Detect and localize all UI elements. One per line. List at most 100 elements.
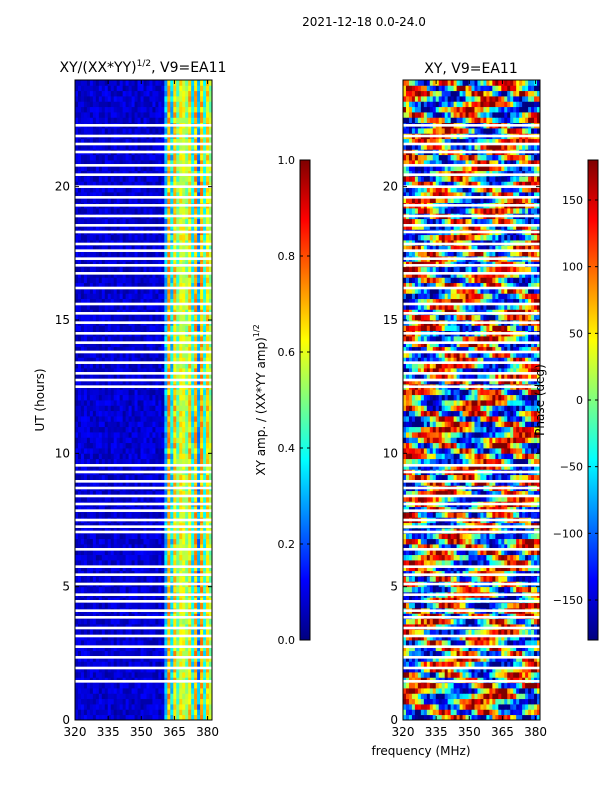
amplitude-heatmap-cell — [128, 144, 132, 150]
amplitude-heatmap-cell — [176, 272, 180, 278]
amplitude-heatmap-cell — [167, 416, 171, 422]
amplitude-heatmap-cell — [116, 661, 121, 668]
amplitude-heatmap-cell — [110, 458, 115, 465]
amplitude-heatmap-cell — [134, 645, 138, 652]
amplitude-heatmap-cell — [77, 634, 82, 641]
amplitude-heatmap-cell — [95, 448, 100, 454]
amplitude-heatmap-cell — [119, 474, 124, 481]
amplitude-heatmap-cell — [104, 714, 109, 720]
amplitude-heatmap-cell — [170, 560, 174, 566]
amplitude-heatmap-cell — [173, 352, 177, 358]
amplitude-heatmap-cell — [75, 373, 79, 380]
amplitude-heatmap-cell — [203, 496, 207, 502]
amplitude-heatmap-cell — [203, 576, 207, 582]
amplitude-heatmap-cell — [113, 618, 118, 625]
amplitude-heatmap-cell — [75, 538, 79, 545]
amplitude-heatmap-cell — [161, 288, 165, 294]
amplitude-heatmap-cell — [125, 208, 130, 214]
amplitude-heatmap-cell — [75, 458, 79, 465]
amplitude-heatmap-cell — [182, 293, 186, 300]
amplitude-heatmap-cell — [194, 704, 198, 710]
amplitude-heatmap-cell — [188, 154, 192, 161]
amplitude-heatmap-cell — [119, 586, 124, 593]
amplitude-heatmap-cell — [152, 224, 156, 230]
amplitude-heatmap-cell — [98, 698, 103, 705]
amplitude-heatmap-cell — [191, 362, 195, 369]
amplitude-heatmap-cell — [86, 154, 91, 161]
amplitude-heatmap-cell — [161, 704, 165, 710]
amplitude-heatmap-cell — [188, 512, 192, 518]
amplitude-heatmap-cell — [143, 437, 147, 444]
amplitude-heatmap-cell — [89, 192, 94, 198]
amplitude-heatmap-cell — [101, 192, 106, 198]
amplitude-heatmap-cell — [77, 544, 82, 550]
amplitude-heatmap-cell — [179, 288, 183, 294]
amplitude-heatmap-cell — [140, 650, 144, 657]
amplitude-heatmap-cell — [170, 405, 174, 412]
amplitude-heatmap-cell — [182, 496, 186, 502]
amplitude-heatmap-cell — [155, 458, 159, 465]
amplitude-heatmap-cell — [185, 250, 189, 257]
amplitude-heatmap-cell — [101, 389, 106, 396]
amplitude-heatmap-cell — [131, 288, 135, 294]
amplitude-heatmap-cell — [101, 373, 106, 380]
amplitude-heatmap-cell — [152, 293, 156, 300]
amplitude-heatmap-cell — [158, 304, 162, 310]
amplitude-heatmap-cell — [185, 218, 189, 225]
amplitude-heatmap-cell — [158, 197, 162, 204]
amplitude-heatmap-cell — [146, 474, 150, 481]
amplitude-heatmap-cell — [122, 325, 127, 332]
amplitude-heatmap-cell — [113, 426, 118, 433]
amplitude-heatmap-cell — [167, 352, 171, 358]
amplitude-heatmap-cell — [173, 314, 177, 321]
amplitude-heatmap-cell — [119, 682, 124, 689]
amplitude-heatmap-cell — [86, 458, 91, 465]
amplitude-heatmap-cell — [75, 357, 79, 364]
amplitude-heatmap-cell — [191, 245, 195, 252]
amplitude-heatmap-cell — [75, 250, 79, 257]
amplitude-heatmap-cell — [149, 693, 153, 700]
amplitude-heatmap-cell — [149, 682, 153, 689]
amplitude-heatmap-cell — [119, 549, 124, 556]
amplitude-heatmap-cell — [176, 234, 180, 241]
amplitude-heatmap-cell — [119, 490, 124, 497]
amplitude-heatmap-cell — [110, 554, 115, 561]
amplitude-heatmap-cell — [176, 405, 180, 412]
amplitude-heatmap-cell — [107, 549, 112, 556]
amplitude-heatmap-cell — [104, 480, 109, 486]
amplitude-heatmap-cell — [167, 336, 171, 342]
amplitude-heatmap-cell — [75, 138, 79, 145]
amplitude-heatmap-cell — [197, 357, 201, 364]
amplitude-heatmap-cell — [116, 154, 121, 161]
amplitude-heatmap-cell — [200, 560, 204, 566]
amplitude-heatmap-cell — [191, 661, 195, 668]
amplitude-heatmap-cell — [104, 704, 109, 710]
amplitude-heatmap-cell — [86, 197, 91, 204]
amplitude-heatmap-cell — [194, 405, 198, 412]
amplitude-heatmap-cell — [75, 714, 79, 720]
amplitude-heatmap-cell — [92, 698, 97, 705]
amplitude-heatmap-cell — [83, 544, 88, 550]
amplitude-heatmap-cell — [104, 314, 109, 321]
amplitude-heatmap-cell — [209, 538, 212, 545]
amplitude-heatmap-cell — [149, 352, 153, 358]
amplitude-heatmap-cell — [131, 186, 135, 193]
amplitude-heatmap-cell — [116, 421, 121, 428]
amplitude-heatmap-cell — [119, 154, 124, 161]
amplitude-heatmap-cell — [128, 560, 132, 566]
amplitude-heatmap-cell — [95, 645, 100, 652]
amplitude-heatmap-cell — [185, 405, 189, 412]
amplitude-heatmap-cell — [107, 304, 112, 310]
amplitude-heatmap-cell — [86, 666, 91, 673]
amplitude-heatmap-cell — [77, 266, 82, 273]
amplitude-heatmap-cell — [92, 234, 97, 241]
amplitude-heatmap-cell — [113, 442, 118, 449]
amplitude-heatmap-cell — [101, 272, 106, 278]
amplitude-heatmap-cell — [197, 250, 201, 257]
amplitude-heatmap-cell — [185, 554, 189, 561]
amplitude-heatmap-cell — [203, 224, 207, 230]
amplitude-heatmap-cell — [197, 458, 201, 465]
amplitude-heatmap-cell — [116, 208, 121, 214]
amplitude-heatmap-cell — [116, 346, 121, 353]
amplitude-heatmap-cell — [98, 181, 103, 188]
